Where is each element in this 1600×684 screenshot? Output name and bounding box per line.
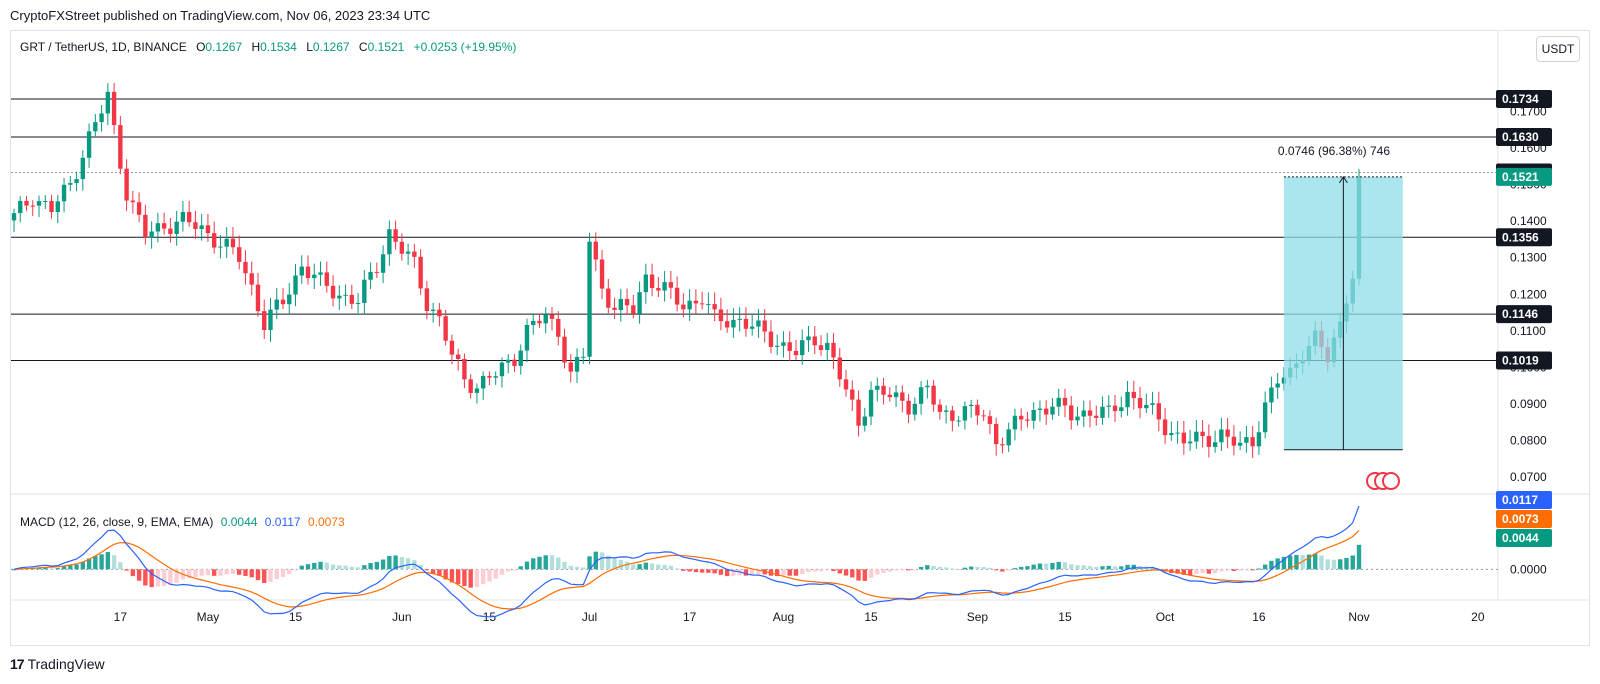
change-value: +0.0253 (+19.95%) (413, 40, 517, 54)
tv-logo-icon: 17 (10, 656, 25, 672)
symbol-legend: GRT / TetherUS, 1D, BINANCE O0.1267 H0.1… (20, 40, 516, 54)
low-label: L (306, 40, 313, 54)
low-value: 0.1267 (312, 40, 350, 54)
close-label: C (358, 40, 368, 54)
close-value: 0.1521 (367, 40, 405, 54)
symbol-label: GRT / TetherUS, 1D, BINANCE (20, 40, 187, 54)
macd-line-value: 0.0117 (264, 515, 301, 529)
open-value: 0.1267 (205, 40, 243, 54)
tradingview-logo[interactable]: 17 TradingView (10, 656, 105, 672)
macd-signal-value: 0.0073 (307, 515, 345, 529)
chart-frame (10, 30, 1590, 646)
high-label: H (251, 40, 261, 54)
high-value: 0.1534 (260, 40, 297, 54)
macd-hist-value: 0.0044 (220, 515, 258, 529)
tv-brand: TradingView (27, 656, 105, 672)
publisher-bar: CryptoFXStreet published on TradingView.… (10, 8, 431, 23)
open-label: O (196, 40, 206, 54)
macd-legend: MACD (12, 26, close, 9, EMA, EMA) 0.0044… (20, 515, 345, 529)
macd-label: MACD (12, 26, close, 9, EMA, EMA) (20, 515, 214, 529)
currency-button[interactable]: USDT (1536, 36, 1580, 62)
